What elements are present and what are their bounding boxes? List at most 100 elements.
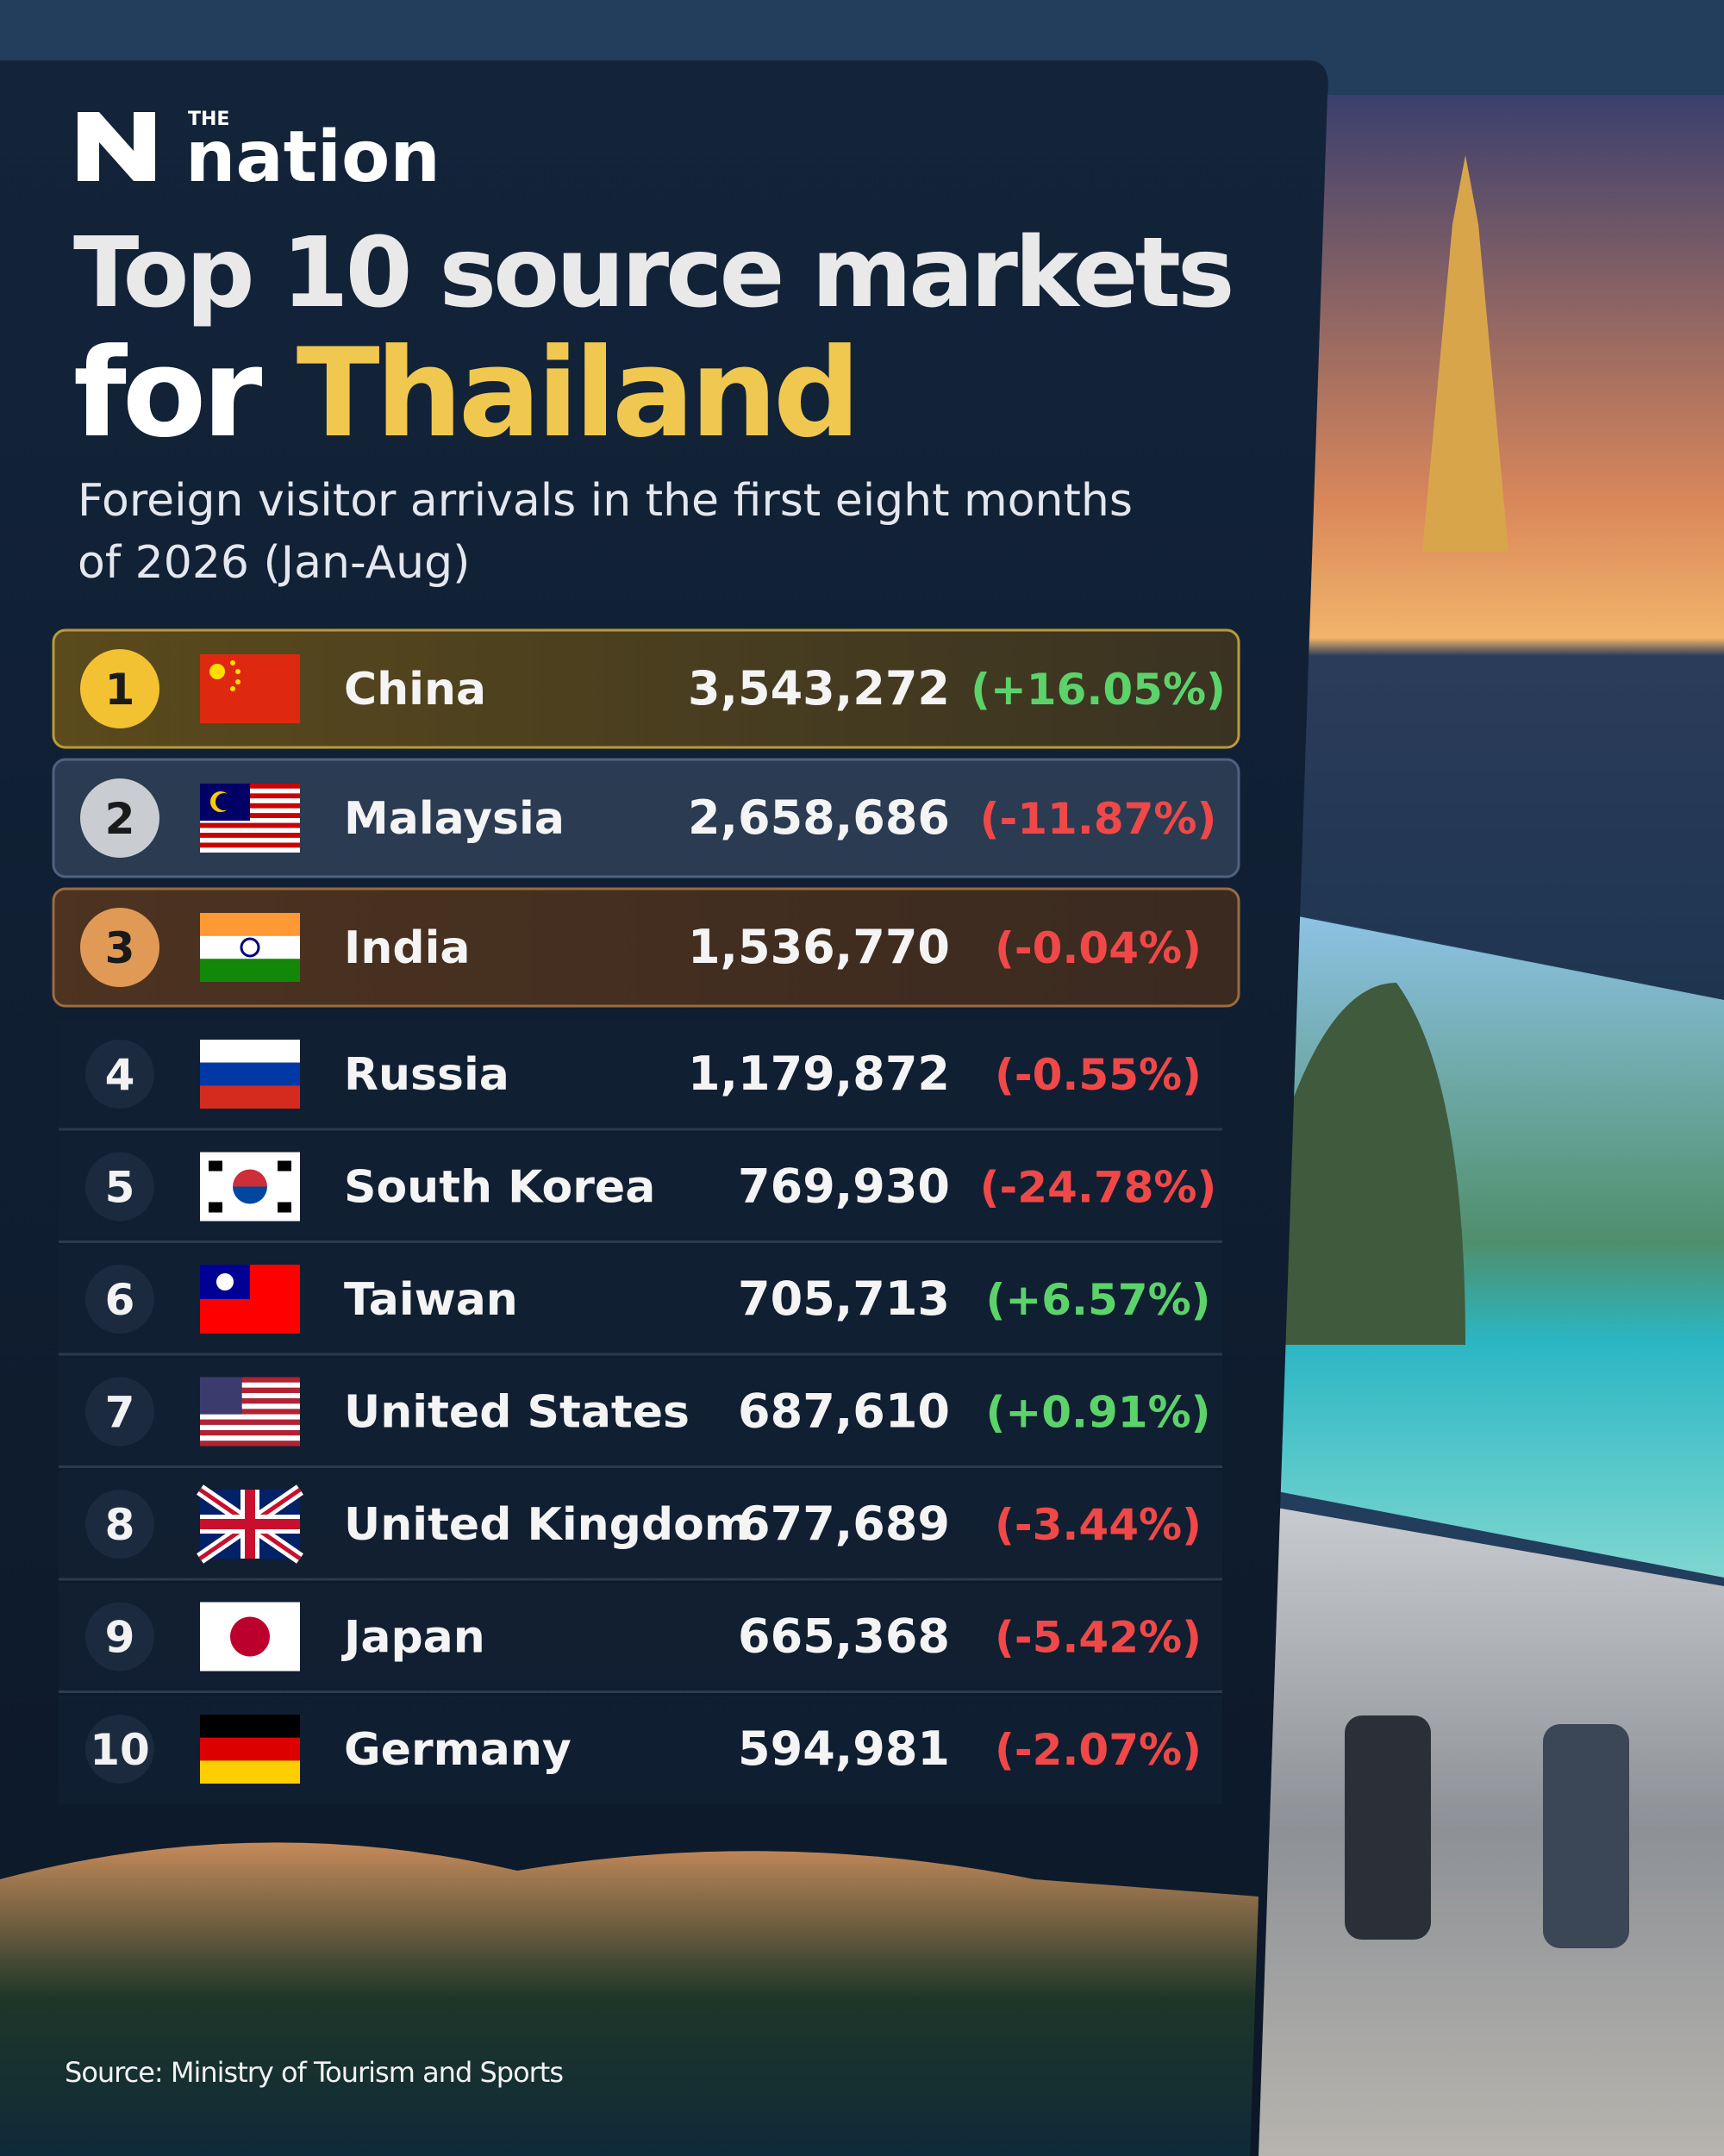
rank-badge — [85, 1490, 154, 1559]
change: (-0.55%) — [995, 1050, 1202, 1100]
rank-badge — [85, 1152, 154, 1222]
flag-stripe — [200, 847, 300, 853]
country: Japan — [341, 1612, 485, 1664]
arrivals: 665,368 — [738, 1609, 950, 1664]
logo: THE nation — [78, 109, 440, 198]
flag-stripe — [200, 1435, 300, 1441]
table-row: 6 Taiwan 705,713 (+6.57%) — [59, 1246, 1222, 1356]
flag-sun — [216, 1273, 234, 1290]
rank: 4 — [105, 1050, 135, 1100]
arrivals: 1,179,872 — [688, 1047, 950, 1101]
rank: 5 — [105, 1163, 135, 1213]
flag-stripe — [200, 913, 300, 936]
arrivals: 3,543,272 — [688, 661, 950, 716]
logo-mark — [78, 112, 155, 181]
airport-photo — [1233, 1500, 1724, 2156]
flag-stripe — [200, 833, 300, 838]
flag-stripe — [200, 1377, 300, 1383]
country: Germany — [344, 1724, 572, 1776]
change: (+0.91%) — [985, 1388, 1210, 1438]
rank: 2 — [105, 794, 135, 844]
flag-stripe — [200, 1419, 300, 1425]
flag-canton — [200, 1377, 242, 1415]
flag-stripe — [200, 1403, 300, 1409]
flag-stripe — [200, 1414, 300, 1420]
flag-stripe — [200, 1392, 300, 1399]
rank: 10 — [90, 1725, 150, 1775]
flag-taeguk — [233, 1169, 267, 1187]
flag-stripe — [200, 959, 300, 982]
flag-star — [230, 686, 235, 691]
flag-stripe — [200, 837, 300, 843]
country: South Korea — [344, 1162, 655, 1214]
flag-trigram — [278, 1160, 291, 1172]
country: China — [344, 664, 486, 716]
brand-small: THE — [188, 109, 229, 130]
arrivals: 705,713 — [738, 1272, 950, 1326]
landscape — [0, 1842, 1259, 2156]
title-thailand: Thailand — [297, 322, 857, 465]
flag-stripe — [200, 1440, 300, 1447]
rank: 7 — [105, 1388, 135, 1438]
flag-stripe — [200, 1040, 300, 1063]
arrivals: 687,610 — [738, 1384, 950, 1439]
table-row: 5 South Korea 769,930 (-24.78%) — [59, 1133, 1222, 1243]
traveler — [1543, 1724, 1629, 1948]
flag-star — [235, 669, 240, 674]
rank-badge — [85, 1377, 154, 1447]
rank-badge — [85, 1265, 154, 1334]
subtitle: Foreign visitor arrivals in the first ei… — [78, 475, 1133, 527]
flag-star — [209, 664, 225, 679]
flag-star — [230, 660, 235, 666]
flag-trigram — [209, 1160, 222, 1172]
change: (+6.57%) — [985, 1275, 1210, 1325]
row-highlight — [52, 887, 1240, 1008]
table-row: 10 Germany 594,981 (-2.07%) — [59, 1696, 1222, 1804]
flag-sun — [230, 1616, 270, 1657]
flag-stripe — [200, 1430, 300, 1436]
rank-badge — [85, 1602, 154, 1672]
country: United States — [344, 1387, 690, 1439]
karst — [1233, 983, 1465, 1345]
arrivals: 2,658,686 — [688, 791, 950, 845]
row-highlight — [52, 628, 1240, 749]
flag-stripe — [200, 1760, 300, 1784]
country: India — [344, 922, 471, 974]
row-highlight — [52, 758, 1240, 878]
flag-stripe — [200, 1062, 300, 1086]
table-row: 9 Japan 665,368 (-5.42%) — [59, 1583, 1222, 1693]
rank-badge — [80, 908, 159, 987]
rank-badge — [85, 1715, 154, 1784]
flag-stripe — [200, 1382, 300, 1388]
flag-cross — [200, 1490, 300, 1559]
title-line1: Top 10 source markets — [73, 217, 1232, 329]
table-row: 2 Malaysia 2,658,686 (-11.87%) — [52, 758, 1240, 878]
arrivals: 769,930 — [738, 1159, 950, 1214]
flag-wheel — [240, 937, 260, 958]
traveler — [1345, 1715, 1431, 1940]
change: (+16.05%) — [971, 665, 1226, 715]
flag-stripe — [200, 1715, 300, 1738]
table-row: 3 India 1,536,770 (-0.04%) — [52, 887, 1240, 1008]
flag-trigram — [278, 1202, 291, 1213]
ranking-table: 1 China 3,543,272 (+16.05%) 2 Malaysia 2,658,6… — [52, 628, 1240, 1804]
title-for: for — [73, 322, 262, 465]
flag-trigram — [209, 1202, 222, 1213]
flag-stripe — [200, 828, 300, 834]
brand-name: nation — [185, 116, 440, 198]
rank: 6 — [105, 1275, 135, 1325]
rank: 1 — [105, 665, 135, 715]
rank: 9 — [105, 1613, 135, 1663]
rank-badge — [80, 778, 159, 858]
flag-stripe — [200, 1085, 300, 1109]
country: Taiwan — [344, 1274, 518, 1326]
flag-stripe — [200, 1424, 300, 1431]
country: Malaysia — [344, 793, 565, 845]
change: (-5.42%) — [995, 1613, 1202, 1663]
flag-stripe — [200, 1398, 300, 1404]
arrivals: 594,981 — [738, 1722, 950, 1776]
country: United Kingdom — [344, 1499, 751, 1551]
